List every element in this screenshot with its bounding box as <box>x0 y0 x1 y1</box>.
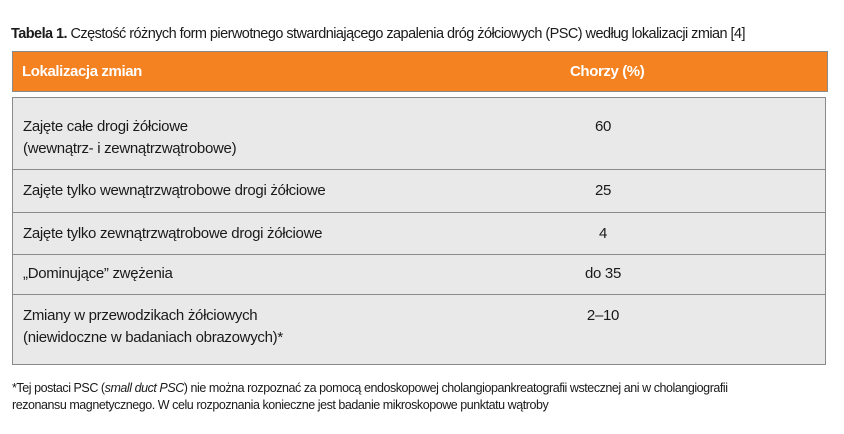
footnote-part1: *Tej postaci PSC ( <box>12 381 105 395</box>
table-body: Zajęte całe drogi żółciowe (wewnątrz- i … <box>12 97 826 365</box>
row-location-line1: „Dominujące” zwężenia <box>23 265 173 282</box>
footnote-italic: small duct PSC <box>104 381 185 395</box>
row-divider <box>13 212 825 213</box>
row-value: 25 <box>594 182 612 199</box>
table-caption-text: Częstość różnych form pierwotnego stward… <box>70 26 746 42</box>
header-location: Lokalizacja zmian <box>22 63 142 80</box>
row-divider <box>13 169 825 170</box>
table-caption: Tabela 1. Częstość różnych form pierwotn… <box>11 26 837 42</box>
row-location: „Dominujące” zwężenia <box>23 263 523 285</box>
footnote-line1: *Tej postaci PSC (small duct PSC) nie mo… <box>12 380 834 397</box>
row-value: 4 <box>598 225 608 242</box>
row-value: 60 <box>594 118 612 135</box>
row-divider <box>13 294 825 295</box>
footnote-line2: rezonansu magnetycznego. W celu rozpozna… <box>12 398 549 412</box>
row-location: Zmiany w przewodzikach żółciowych (niewi… <box>23 305 523 349</box>
footnote-part2: ) nie można rozpoznać za pomocą endoskop… <box>183 381 728 395</box>
row-location: Zajęte tylko zewnątrzwątrobowe drogi żół… <box>23 223 523 245</box>
table-header: Lokalizacja zmian Chorzy (%) <box>12 51 828 92</box>
row-location-line2: (wewnątrz- i zewnątrzwątrobowe) <box>23 140 237 157</box>
row-divider <box>13 254 825 255</box>
row-location: Zajęte całe drogi żółciowe (wewnątrz- i … <box>23 116 523 160</box>
row-location-line1: Zmiany w przewodzikach żółciowych <box>23 307 258 324</box>
table-footnote: *Tej postaci PSC (small duct PSC) nie mo… <box>12 380 834 414</box>
row-location-line1: Zajęte tylko wewnątrzwątrobowe drogi żół… <box>23 182 326 199</box>
row-location-line2: (niewidoczne w badaniach obrazowych)* <box>23 329 283 346</box>
header-patients: Chorzy (%) <box>570 63 645 80</box>
row-location-line1: Zajęte tylko zewnątrzwątrobowe drogi żół… <box>23 225 323 242</box>
row-value: 2–10 <box>586 307 620 324</box>
row-location: Zajęte tylko wewnątrzwątrobowe drogi żół… <box>23 180 523 202</box>
table-caption-label: Tabela 1. <box>11 26 68 42</box>
row-value: do 35 <box>584 265 622 282</box>
row-location-line1: Zajęte całe drogi żółciowe <box>23 118 188 135</box>
